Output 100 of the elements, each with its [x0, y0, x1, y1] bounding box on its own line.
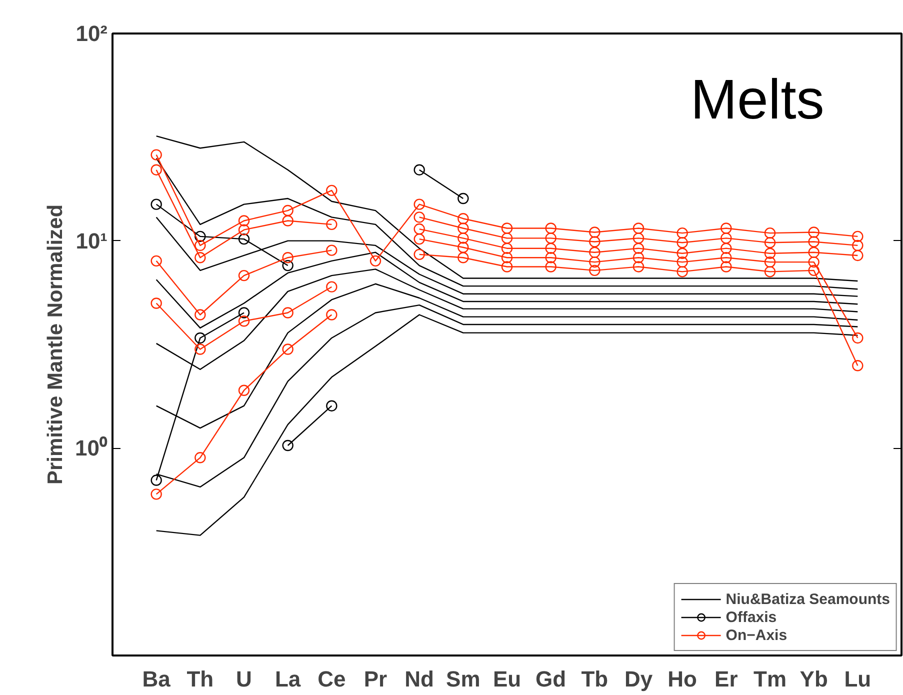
- point: [150, 198, 162, 210]
- point: [545, 252, 556, 264]
- point: [150, 255, 162, 267]
- x-tick-label: Pr: [364, 666, 388, 692]
- x-tick-label: Dy: [624, 666, 654, 692]
- point: [458, 222, 469, 234]
- point: [282, 204, 294, 216]
- point: [720, 242, 732, 254]
- legend-label: Offaxis: [726, 608, 777, 626]
- point: [676, 256, 688, 268]
- x-tick-label: La: [274, 666, 302, 692]
- point: [194, 452, 206, 464]
- point: [764, 237, 776, 248]
- point: [676, 237, 688, 248]
- x-tick-label: Tb: [581, 666, 608, 692]
- annotation: Melts: [690, 68, 824, 130]
- point: [501, 242, 513, 254]
- point: [852, 332, 864, 344]
- point: [501, 232, 513, 244]
- point: [194, 332, 206, 344]
- point: [852, 250, 864, 262]
- x-tick-label: Eu: [492, 666, 522, 692]
- point: [326, 218, 338, 230]
- point: [238, 270, 250, 282]
- point: [282, 307, 294, 318]
- point: [238, 384, 250, 396]
- point: [370, 255, 382, 267]
- point: [676, 248, 688, 259]
- point: [150, 488, 162, 500]
- point: [414, 233, 425, 245]
- point: [194, 252, 206, 264]
- point: [150, 298, 162, 309]
- point: [238, 224, 250, 236]
- point: [414, 248, 425, 260]
- point: [764, 248, 776, 259]
- legend-label: On−Axis: [726, 626, 788, 644]
- point: [150, 164, 162, 176]
- line-series: [156, 252, 858, 329]
- point: [414, 198, 425, 210]
- point: [326, 309, 338, 320]
- point: [194, 344, 206, 355]
- x-tick-label: Sm: [446, 666, 480, 692]
- x-tick-label: U: [236, 666, 252, 692]
- point: [501, 252, 513, 264]
- point: [326, 281, 338, 292]
- y-tick-label: 10¹: [76, 228, 108, 254]
- y-axis-title: Primitive Mantle Normalized: [44, 204, 68, 485]
- point: [720, 222, 732, 234]
- point: [589, 264, 600, 276]
- x-tick-label: Nd: [404, 666, 434, 692]
- point: [589, 226, 600, 238]
- point: [632, 261, 644, 272]
- point: [852, 360, 864, 372]
- point: [808, 236, 820, 248]
- point: [720, 252, 732, 264]
- point: [632, 252, 644, 264]
- point: [545, 242, 556, 254]
- point: [545, 232, 556, 244]
- point: [194, 240, 206, 252]
- y-tick-label: 10²: [76, 21, 108, 46]
- x-tick-label: Gd: [536, 666, 566, 692]
- point: [282, 260, 294, 272]
- point: [720, 261, 732, 272]
- point: [632, 222, 644, 234]
- point: [720, 232, 732, 244]
- point: [676, 266, 688, 278]
- point: [545, 222, 556, 234]
- point: [238, 233, 250, 245]
- point: [282, 215, 294, 226]
- point: [458, 192, 469, 204]
- x-tick-label: Ho: [668, 666, 697, 692]
- point: [414, 223, 425, 235]
- point: [414, 212, 425, 223]
- legend-label: Niu&Batiza Seamounts: [726, 590, 890, 608]
- point: [545, 261, 556, 272]
- point: [414, 164, 425, 176]
- point: [632, 232, 644, 244]
- point: [150, 474, 162, 486]
- point: [764, 266, 776, 278]
- line-series: [156, 136, 858, 282]
- point: [852, 240, 864, 252]
- point: [764, 227, 776, 239]
- point: [501, 222, 513, 234]
- point: [282, 440, 294, 452]
- point: [458, 252, 469, 264]
- x-tick-label: Lu: [844, 666, 872, 692]
- point: [808, 264, 820, 276]
- point: [238, 307, 250, 318]
- point: [238, 215, 250, 226]
- point: [238, 316, 250, 327]
- line-series: [156, 158, 858, 290]
- point: [589, 236, 600, 248]
- point: [808, 256, 820, 268]
- point: [458, 213, 469, 224]
- x-tick-label: Yb: [800, 666, 828, 692]
- point: [808, 246, 820, 258]
- y-tick-label: 10⁰: [75, 436, 108, 461]
- point: [676, 227, 688, 239]
- x-tick-label: Ba: [142, 666, 172, 692]
- point: [194, 230, 206, 242]
